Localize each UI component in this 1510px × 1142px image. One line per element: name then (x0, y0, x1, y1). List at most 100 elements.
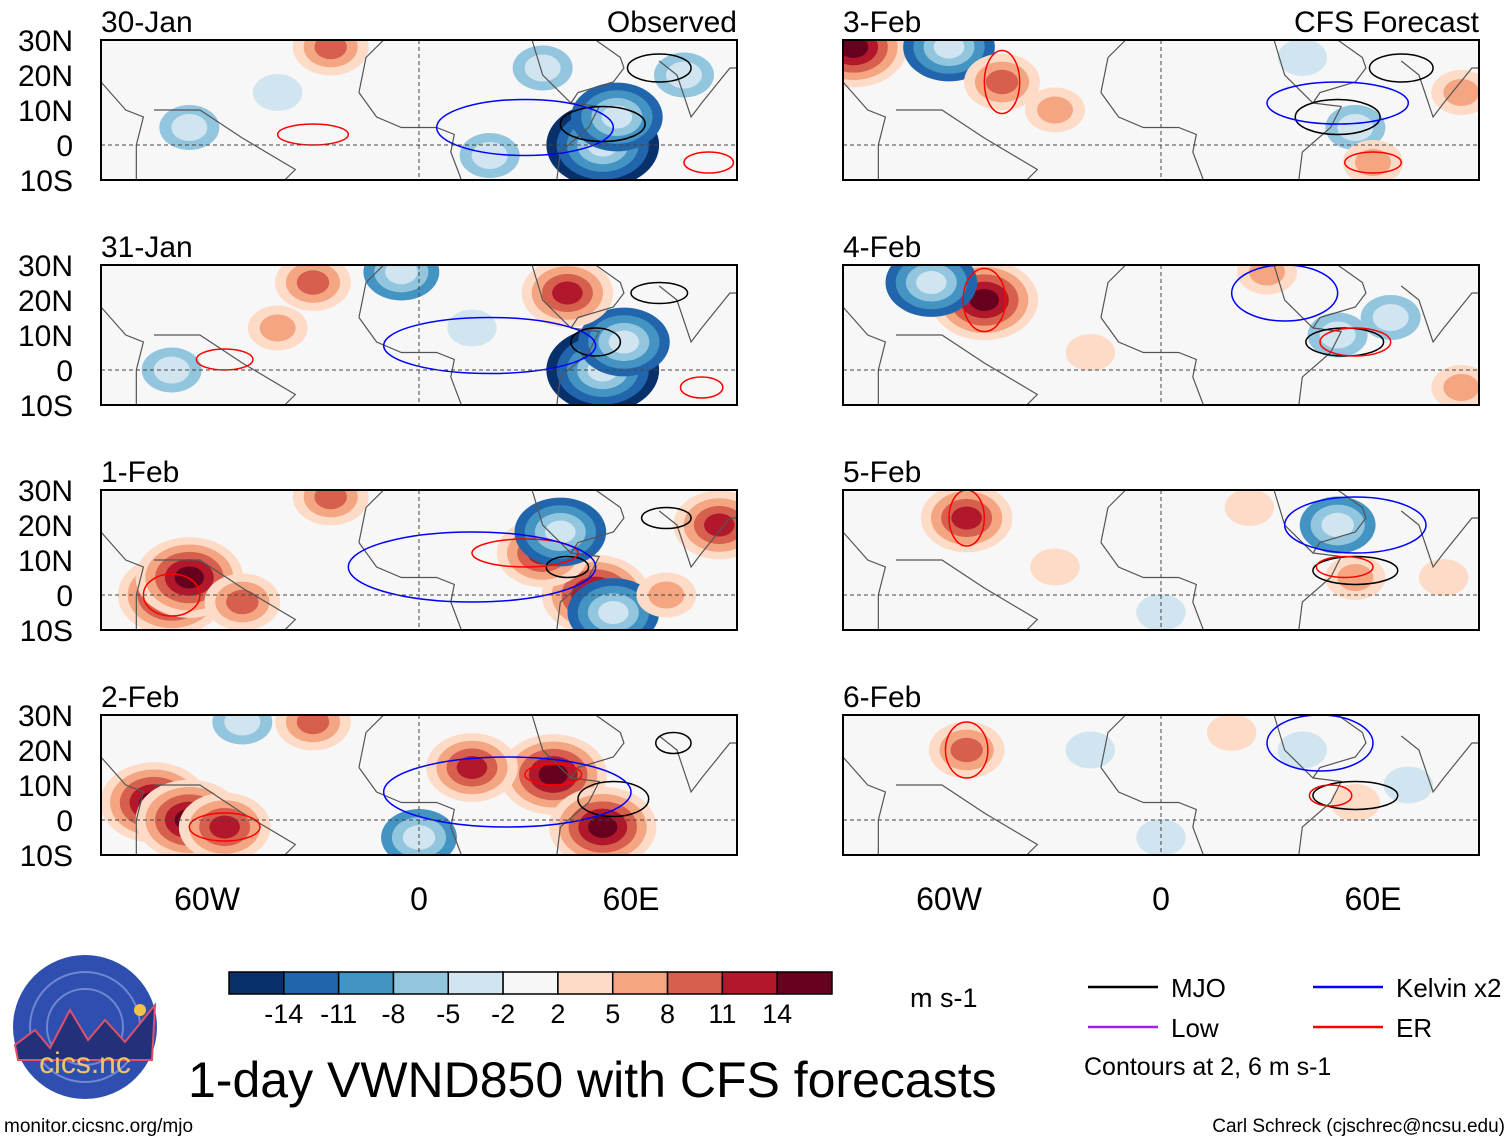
y-tick-label: 10N (18, 770, 73, 803)
contour-er (524, 763, 583, 786)
map-frame (842, 39, 1480, 181)
y-tick-label: 10N (18, 95, 73, 128)
anomaly-cell (252, 73, 303, 112)
x-tick-label: 60E (1345, 881, 1402, 917)
colorbar-label: 5 (605, 999, 620, 1029)
colorbar-label: -2 (491, 999, 515, 1029)
colorbar-label: 2 (550, 999, 565, 1029)
contour-er (1308, 784, 1353, 807)
colorbar-swatch (721, 971, 778, 995)
anomaly-cell (951, 506, 982, 530)
contour-er (944, 721, 989, 779)
map-frame (842, 714, 1480, 856)
contour-er (683, 151, 735, 174)
anomaly-cell (1321, 512, 1354, 538)
y-tick-label: 30N (18, 700, 73, 733)
anomaly-cell (314, 490, 347, 510)
map-panel-3-Feb: 3-Feb CFS Forecast (842, 6, 1480, 181)
colorbar-swatch (502, 971, 559, 995)
coastline (154, 109, 297, 180)
coastline (570, 490, 625, 554)
map-frame (842, 489, 1480, 631)
panel-header: CFS Forecast (1294, 6, 1480, 39)
contour-kelvin-x2 (1266, 715, 1374, 772)
contour-mjo (630, 281, 689, 305)
contour-kelvin-x2 (382, 756, 632, 828)
coastline (658, 285, 737, 344)
anomaly-cell (1355, 149, 1391, 176)
coastline (101, 531, 145, 630)
coastline (1100, 317, 1204, 405)
anomaly-cell (950, 737, 983, 763)
colorbar-label: -5 (436, 999, 460, 1029)
coastline (1100, 767, 1204, 855)
coastline (843, 531, 887, 630)
coastline (570, 40, 625, 104)
anomaly-cell (296, 715, 330, 735)
coastline (101, 81, 145, 180)
coastline (1312, 490, 1367, 554)
contour-er (962, 267, 1007, 333)
anomaly-cell (538, 763, 568, 786)
y-tick-label: 0 (56, 805, 73, 838)
y-tick-label: 30N (18, 475, 73, 508)
coastline (843, 306, 887, 405)
anomaly-cell (933, 40, 965, 59)
panel-date: 30-Jan (101, 6, 193, 39)
coastline (1312, 265, 1367, 329)
coastline (658, 60, 737, 119)
y-tick-label: 30N (18, 250, 73, 283)
coastline (896, 334, 1039, 405)
legend-label: ER (1396, 1013, 1432, 1043)
coastline (531, 490, 601, 630)
footer-credit: Carl Schreck (cjschrec@ncsu.edu) (1212, 1116, 1505, 1137)
panel-date: 6-Feb (843, 681, 921, 714)
coastline (1273, 715, 1343, 855)
map-panel-4-Feb: 4-Feb (842, 231, 1480, 406)
anomaly-cell (296, 270, 330, 295)
anomaly-cell (1030, 548, 1080, 586)
colorbar-units: m s-1 (910, 983, 978, 1013)
contour-note: Contours at 2, 6 m s-1 (1084, 1053, 1331, 1081)
contour-kelvin-x2 (435, 98, 615, 157)
colorbar-label: -8 (381, 999, 405, 1029)
anomaly-cell (524, 54, 561, 82)
colorbar-swatch (776, 971, 833, 995)
y-tick-label: 10N (18, 545, 73, 578)
coastline (843, 81, 887, 180)
coastline (1100, 265, 1127, 318)
legend: MJO Kelvin x2 Low ER (1088, 973, 1502, 1043)
contour-mjo (654, 731, 692, 755)
y-tick-label: 10S (20, 165, 73, 198)
contour-er (1315, 555, 1374, 579)
contour-mjo (1294, 98, 1381, 136)
y-tick-label: 10N (18, 320, 73, 353)
anomaly-cell (314, 40, 347, 60)
anomaly-cell (666, 61, 702, 89)
x-tick-label: 60W (916, 881, 983, 917)
anomaly-cell (447, 309, 497, 347)
anomaly-cell (1418, 558, 1469, 597)
coastline (1100, 92, 1204, 180)
anomaly-cell (226, 589, 259, 615)
contour-mjo (1368, 53, 1434, 83)
anomaly-cell (1277, 40, 1328, 77)
anomaly-cell (1277, 731, 1328, 769)
colorbar-label: -11 (320, 999, 357, 1029)
map-frame (100, 39, 738, 181)
anomaly-cell (1337, 114, 1374, 141)
anomaly-cell (985, 69, 1019, 95)
colorbar-swatch (447, 971, 504, 995)
anomaly-cell (545, 520, 576, 544)
contour-mjo (1312, 780, 1399, 811)
panel-date: 1-Feb (101, 456, 179, 489)
footer-url[interactable]: monitor.cicsnc.org/mjo (4, 1116, 193, 1137)
x-tick-label: 0 (1152, 881, 1170, 917)
anomaly-cell (1065, 333, 1116, 372)
anomaly-cell (1443, 374, 1479, 401)
x-tick-label: 0 (410, 881, 428, 917)
coastline (1100, 542, 1204, 630)
anomaly-cell (209, 815, 240, 839)
